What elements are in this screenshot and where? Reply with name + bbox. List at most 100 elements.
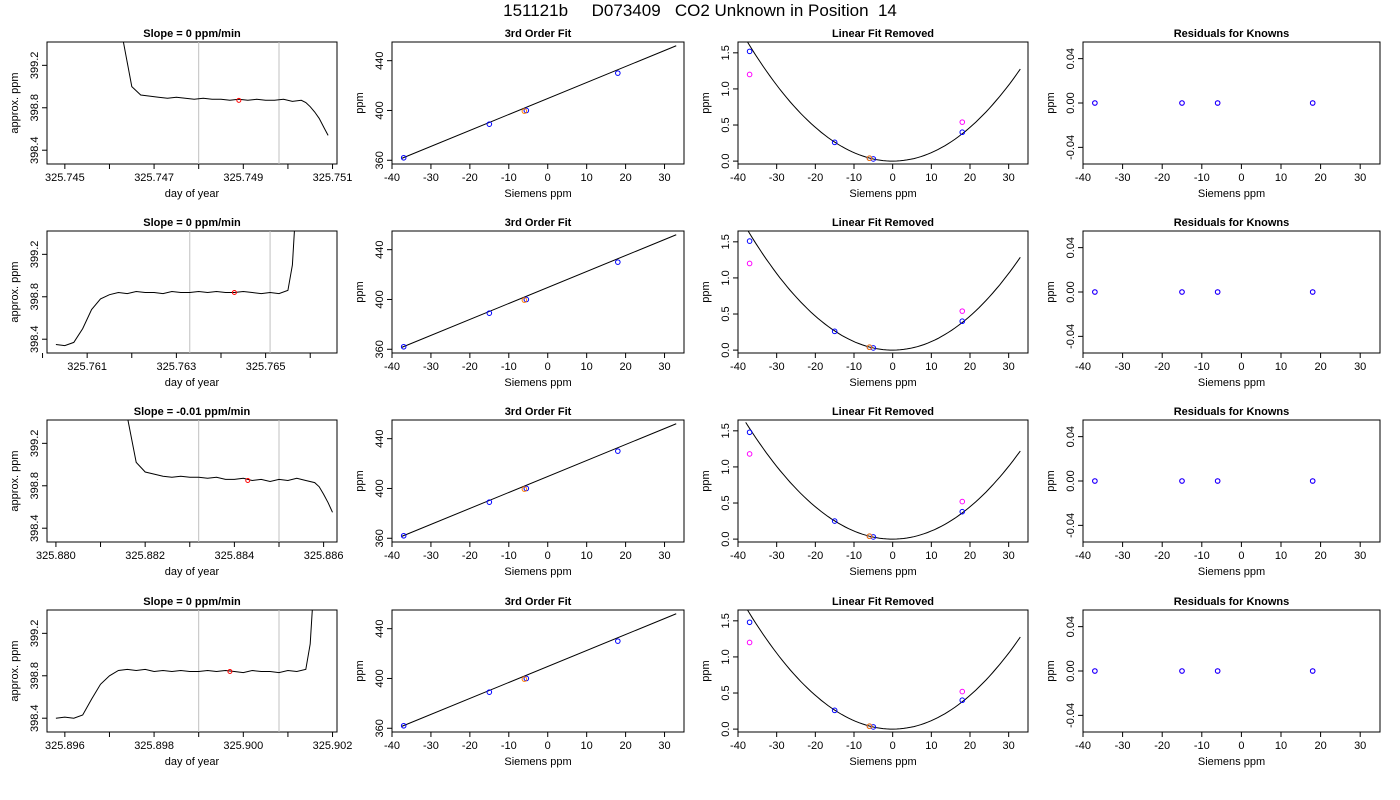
- x-tick-label: 30: [1354, 550, 1366, 562]
- panel-fit-row4: 3rd Order Fit -40 -30 -20 -10 0 10 20 30 360 400 44…: [354, 596, 685, 768]
- panel-title: Slope = 0 ppm/min: [143, 596, 241, 608]
- panel-title: Linear Fit Removed: [832, 28, 934, 40]
- y-tick-label: 1.5: [720, 45, 732, 60]
- x-tick-label: -40: [1075, 550, 1091, 562]
- x-tick-label: -10: [846, 740, 862, 752]
- x-axis-label: Siemens ppm: [849, 188, 916, 200]
- plot-frame: [46, 609, 338, 733]
- x-axis-label: Siemens ppm: [849, 756, 916, 768]
- x-tick-label: -10: [501, 172, 517, 184]
- x-tick-label: -20: [462, 172, 478, 184]
- known-point-blue: [400, 154, 407, 161]
- known-point-blue: [1214, 100, 1221, 106]
- concentration-trace: [55, 610, 313, 719]
- x-tick-label: -10: [501, 740, 517, 752]
- known-point-blue: [615, 448, 621, 454]
- x-tick-label: 30: [1354, 740, 1366, 752]
- x-tick-label: -10: [501, 550, 517, 562]
- x-tick-label: 0: [1238, 361, 1244, 373]
- plot-frame: [1082, 419, 1381, 543]
- y-axis-label: ppm: [700, 281, 712, 302]
- x-tick-label: 325.751: [313, 172, 353, 184]
- x-tick-label: 10: [581, 361, 593, 373]
- y-tick-label: 0.5: [720, 685, 732, 700]
- plot-frame: [46, 41, 338, 165]
- x-axis-label: Siemens ppm: [1198, 188, 1265, 200]
- panel-title: Slope = 0 ppm/min: [143, 217, 241, 229]
- y-tick-label: 399.2: [29, 241, 41, 269]
- known-point-blue: [486, 310, 493, 316]
- known-point-magenta: [746, 451, 753, 457]
- panel-trace-row4: Slope = 0 ppm/min 325.896 325.898 325.900 32…: [9, 596, 352, 768]
- y-axis-label: approx. ppm: [9, 450, 21, 511]
- x-tick-label: 0: [545, 550, 551, 562]
- y-axis-label: ppm: [1045, 470, 1057, 491]
- known-point-magenta: [746, 639, 753, 646]
- y-tick-label: 400: [374, 101, 386, 119]
- known-point-blue: [486, 499, 493, 505]
- known-point-blue: [959, 129, 966, 136]
- x-tick-label: 325.902: [313, 740, 353, 752]
- x-tick-label: -10: [501, 361, 517, 373]
- plot-area: [746, 42, 1021, 162]
- window-mean-point: [227, 669, 233, 675]
- y-tick-label: 398.8: [29, 94, 41, 122]
- x-tick-label: 325.896: [45, 740, 85, 752]
- quadratic-curve: [746, 610, 1021, 730]
- plot-area: [746, 231, 1021, 351]
- known-point-magenta: [746, 260, 753, 267]
- y-tick-label: 398.8: [29, 662, 41, 690]
- unknown-point: [521, 108, 528, 114]
- y-axis-label: ppm: [700, 92, 712, 113]
- plot-frame: [737, 609, 1029, 733]
- plot-frame: [737, 230, 1029, 354]
- x-tick-label: -30: [1115, 550, 1131, 562]
- y-tick-label: 1.5: [720, 234, 732, 249]
- x-tick-label: 20: [619, 361, 631, 373]
- x-tick-label: -30: [423, 740, 439, 752]
- panel-title: Slope = -0.01 ppm/min: [134, 406, 251, 418]
- y-tick-label: 360: [374, 151, 386, 169]
- fit-line: [401, 45, 677, 159]
- y-tick-label: 0.0: [720, 342, 732, 357]
- x-tick-label: -10: [1194, 550, 1210, 562]
- x-tick-label: -20: [462, 361, 478, 373]
- x-tick-label: -20: [807, 361, 823, 373]
- x-tick-label: -20: [807, 740, 823, 752]
- known-point-blue: [831, 518, 838, 524]
- x-tick-label: 30: [1003, 740, 1015, 752]
- x-tick-label: 10: [581, 550, 593, 562]
- panel-knowns-row4: Residuals for Knowns -40 -30 -20 -10 0 10 20 30 -…: [1045, 596, 1381, 768]
- y-tick-label: 398.4: [29, 704, 41, 732]
- known-point-blue: [1092, 289, 1098, 295]
- plot-frame: [737, 41, 1029, 165]
- panel-knowns-row1: Residuals for Knowns -40 -30 -20 -10 0 10 20 30 -…: [1045, 28, 1381, 200]
- panel-title: Slope = 0 ppm/min: [143, 28, 241, 40]
- x-tick-label: 20: [1314, 172, 1326, 184]
- known-point-blue: [400, 532, 407, 539]
- x-tick-label: 10: [581, 740, 593, 752]
- x-tick-label: -30: [1115, 361, 1131, 373]
- panel-resid_curve-row4: Linear Fit Removed -40 -30 -20 -10 0 10 20 30 0.0…: [700, 596, 1029, 768]
- x-tick-label: -30: [423, 361, 439, 373]
- panel-resid_curve-row1: Linear Fit Removed -40 -30 -20 -10 0 10 20 30 0.0…: [700, 28, 1029, 200]
- known-point-blue: [1179, 100, 1185, 106]
- x-tick-label: 30: [1003, 550, 1015, 562]
- y-tick-label: 0.04: [1065, 237, 1077, 258]
- x-tick-label: 30: [658, 740, 670, 752]
- known-point-blue: [831, 139, 838, 146]
- y-tick-label: 360: [374, 529, 386, 547]
- x-tick-label: 0: [1238, 172, 1244, 184]
- known-point-blue: [486, 689, 493, 695]
- plot-frame: [1082, 609, 1381, 733]
- x-tick-label: -30: [1115, 172, 1131, 184]
- x-tick-label: 0: [545, 172, 551, 184]
- y-tick-label: 0.0: [720, 153, 732, 168]
- x-tick-label: 0: [890, 550, 896, 562]
- known-point-blue: [486, 121, 493, 127]
- x-tick-label: 30: [1354, 361, 1366, 373]
- y-axis-label: ppm: [700, 470, 712, 491]
- x-tick-label: 325.884: [215, 550, 255, 562]
- x-tick-label: -10: [1194, 740, 1210, 752]
- panel-title: 3rd Order Fit: [505, 596, 572, 608]
